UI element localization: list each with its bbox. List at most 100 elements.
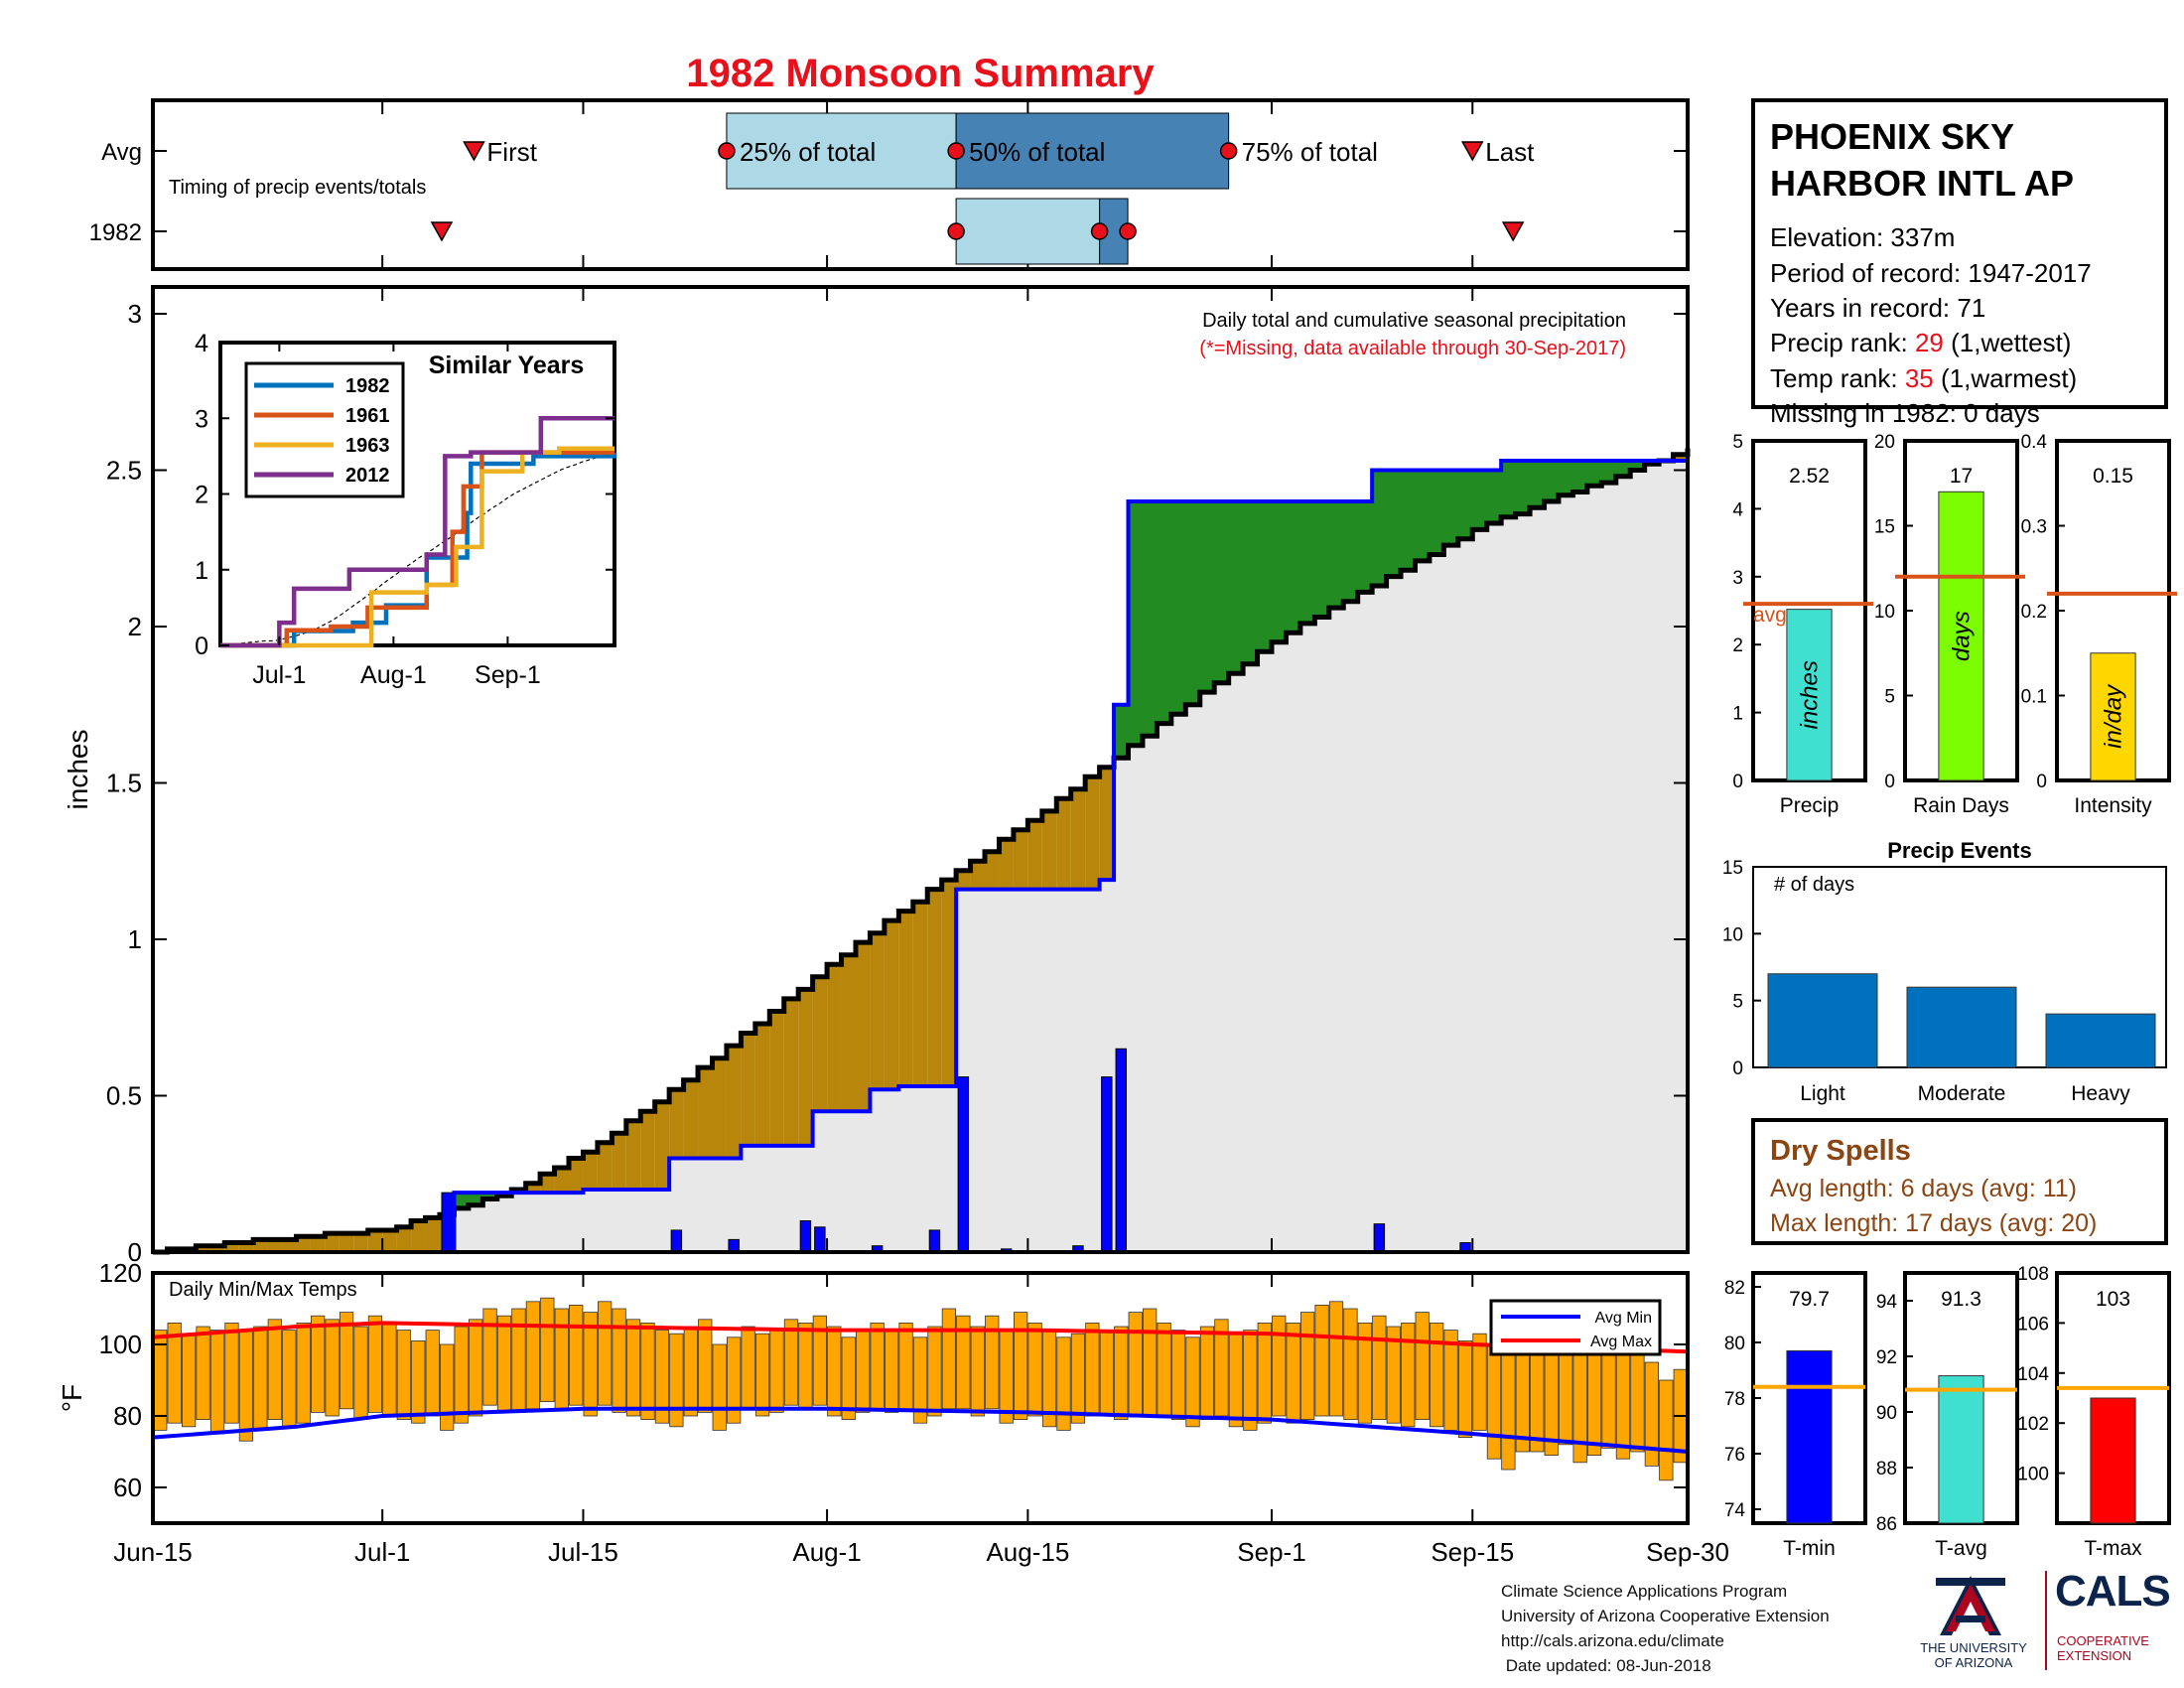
below-average-area bbox=[884, 920, 899, 1090]
precip-bar bbox=[1786, 609, 1833, 781]
above-average-area bbox=[1443, 470, 1459, 546]
daily-temp-range-bar bbox=[1272, 1315, 1287, 1417]
below-average-area bbox=[712, 1057, 728, 1159]
raindays-label: Rain Days bbox=[1913, 794, 2009, 817]
above-average-area bbox=[1401, 470, 1417, 571]
daily-temp-range-bar bbox=[296, 1323, 311, 1424]
daily-precip-bar bbox=[1101, 1076, 1113, 1253]
tmax-tick-label: 104 bbox=[2017, 1364, 2049, 1385]
temp-y-tick-label: 80 bbox=[113, 1401, 142, 1431]
avg-75-marker bbox=[1219, 142, 1238, 160]
events-title: Precip Events bbox=[1887, 838, 2032, 863]
daily-temp-range-bar bbox=[999, 1330, 1014, 1424]
daily-temp-range-bar bbox=[798, 1323, 813, 1410]
daily-temp-range-bar bbox=[1027, 1323, 1042, 1417]
avg-cumulative-area bbox=[1299, 623, 1315, 1252]
avg-cumulative-area bbox=[1558, 494, 1574, 1252]
inset-series-line bbox=[220, 416, 614, 648]
timing-marks: First 25% of total 50% of total 75% of tota… bbox=[152, 100, 1689, 269]
above-average-area bbox=[1372, 470, 1388, 587]
cals-subtitle-line1: COOPERATIVE bbox=[2057, 1633, 2149, 1648]
avg-cumulative-area bbox=[1586, 486, 1602, 1252]
avg-cumulative-area bbox=[1386, 576, 1402, 1252]
avg-max-line bbox=[152, 1321, 1689, 1354]
daily-temp-range-bar bbox=[985, 1315, 1000, 1410]
below-average-area bbox=[310, 1236, 326, 1252]
tavg-tick-label: 92 bbox=[1876, 1347, 1897, 1368]
tmin-tick-label: 82 bbox=[1724, 1278, 1745, 1299]
raindays-bar bbox=[1938, 491, 1984, 781]
above-average-area bbox=[1558, 461, 1574, 495]
daily-precip-bar bbox=[957, 1076, 970, 1253]
intensity-value: 0.15 bbox=[2093, 465, 2133, 488]
temp-y-tick-label: 120 bbox=[99, 1258, 142, 1288]
above-average-area bbox=[1170, 501, 1186, 715]
x-tick-label: Jul-15 bbox=[548, 1537, 618, 1567]
timing-subtitle: Timing of precip events/totals bbox=[169, 177, 426, 199]
inset-legend-label: 1963 bbox=[345, 435, 390, 457]
events-tick-label: 10 bbox=[1722, 924, 1743, 945]
above-average-area bbox=[1314, 501, 1330, 618]
tmin-tick-label: 80 bbox=[1724, 1334, 1745, 1354]
inset-legend-label: 2012 bbox=[345, 465, 390, 487]
seasonal-stat-panels: 2.52 inches Precip 0 1 2 3 4 5 17 days Rain Days 0 5 1… bbox=[1732, 432, 2177, 817]
main-chart-ylabel: inches bbox=[63, 730, 93, 810]
daily-temp-range-bar bbox=[1014, 1312, 1028, 1420]
below-average-area bbox=[325, 1233, 341, 1252]
year-25-marker bbox=[947, 222, 965, 240]
station-name-line2: HARBOR INTL AP bbox=[1770, 163, 2074, 204]
below-average-area bbox=[411, 1220, 427, 1252]
avg-cumulative-area bbox=[1415, 560, 1431, 1252]
daily-temp-range-bar bbox=[267, 1319, 282, 1421]
p75-label: 75% of total bbox=[1242, 137, 1378, 167]
avg-cumulative-area bbox=[1070, 788, 1086, 1252]
tavg-tick-label: 88 bbox=[1876, 1459, 1897, 1479]
daily-temp-range-bar bbox=[1401, 1323, 1416, 1428]
daily-temp-range-bar bbox=[482, 1308, 497, 1406]
precip-tick-label: 4 bbox=[1732, 499, 1743, 520]
below-average-area bbox=[238, 1242, 254, 1252]
daily-temp-range-bar bbox=[1559, 1343, 1573, 1446]
x-tick-label: Aug-15 bbox=[986, 1537, 1069, 1567]
y-tick-label: 1 bbox=[128, 924, 142, 954]
avg-cumulative-area bbox=[511, 1190, 527, 1252]
precip-tick-label: 3 bbox=[1732, 568, 1743, 589]
above-average-area bbox=[1457, 470, 1473, 539]
below-average-area bbox=[654, 1101, 670, 1190]
daily-temp-range-bar bbox=[1199, 1326, 1215, 1420]
below-average-area bbox=[569, 1158, 585, 1194]
inset-marks: 0 1 2 3 4 Jul-1 Aug-1 Sep-1 bbox=[195, 330, 617, 689]
dry-spells-box: Dry Spells Avg length: 6 days (avg: 11) … bbox=[1751, 1118, 2168, 1245]
daily-temp-range-bar bbox=[1314, 1305, 1329, 1417]
x-tick-label: Jun-15 bbox=[113, 1537, 193, 1567]
station-name-line1: PHOENIX SKY bbox=[1770, 116, 2014, 157]
avg-cumulative-area bbox=[1257, 651, 1273, 1252]
events-bars: Light Moderate Heavy 0 5 10 15 bbox=[1722, 858, 2156, 1105]
daily-temp-range-bar bbox=[727, 1336, 742, 1424]
university-of-arizona-logo-icon bbox=[1936, 1576, 2005, 1635]
avg-cumulative-line bbox=[153, 448, 1691, 1255]
daily-temp-range-bar bbox=[569, 1305, 584, 1406]
avg-cumulative-area bbox=[1286, 633, 1301, 1252]
daily-temp-range-bar bbox=[367, 1315, 383, 1413]
daily-temp-range-bar bbox=[898, 1323, 913, 1410]
events-tick-label: 5 bbox=[1732, 992, 1743, 1013]
daily-temp-range-bar bbox=[1644, 1361, 1660, 1467]
year-25-50-box bbox=[955, 198, 1101, 265]
avg-cumulative-area bbox=[1271, 641, 1288, 1252]
events-ylabel: # of days bbox=[1774, 874, 1854, 896]
above-average-area bbox=[1630, 461, 1646, 471]
above-average-area bbox=[1486, 470, 1502, 524]
avg-cumulative-area bbox=[1429, 554, 1444, 1252]
daily-temp-range-bar bbox=[339, 1312, 354, 1410]
avg-last-marker bbox=[1460, 141, 1484, 162]
daily-temp-range-bar bbox=[1501, 1347, 1516, 1471]
daily-temp-range-bar bbox=[1586, 1347, 1602, 1456]
year-50-marker bbox=[1090, 222, 1109, 240]
tmax-tick-label: 102 bbox=[2017, 1414, 2049, 1435]
avg-cumulative-area bbox=[1472, 529, 1488, 1252]
timing-panel: First 25% of total 50% of total 75% of tota… bbox=[89, 98, 1690, 271]
avg-cumulative-area bbox=[1601, 483, 1617, 1253]
below-average-area bbox=[1056, 798, 1072, 890]
avg-50-75-box bbox=[955, 112, 1230, 190]
